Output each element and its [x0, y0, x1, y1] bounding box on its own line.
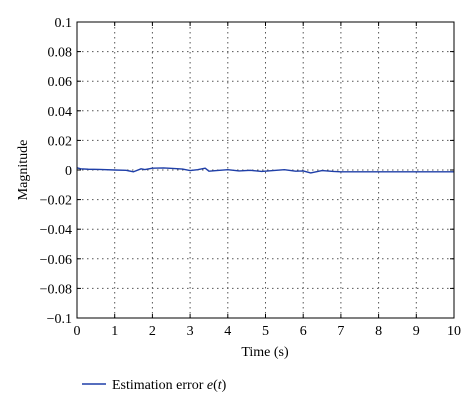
y-tick-label: −0.08: [40, 282, 72, 297]
y-tick-labels: 0.1 0.08 0.06 0.04 0.02 0 −0.02 −0.04 −0.06 −0.08…: [40, 16, 72, 327]
y-tick-label: −0.1: [47, 312, 72, 327]
x-tick-label: 5: [262, 324, 269, 339]
series-layer: [76, 167, 454, 174]
y-tick-label: 0.08: [48, 46, 73, 61]
y-tick-label: 0.04: [48, 105, 73, 120]
series-line-estimation-error: [76, 167, 454, 174]
y-axis-title: Magnitude: [16, 140, 31, 201]
y-tick-label: −0.04: [40, 223, 72, 238]
y-tick-label: 0.06: [48, 75, 73, 90]
y-tick-label: −0.06: [40, 253, 72, 268]
legend-label: Estimation error e(t): [112, 378, 227, 393]
x-tick-label: 4: [224, 324, 231, 339]
y-tick-label: −0.02: [40, 194, 72, 209]
x-tick-labels: 0 1 2 3 4 5 6 7 8 9 10: [74, 324, 462, 339]
x-tick-label: 7: [337, 324, 344, 339]
x-tick-label: 1: [111, 324, 118, 339]
x-tick-label: 8: [375, 324, 382, 339]
x-tick-label: 10: [447, 324, 461, 339]
plot-border: [76, 21, 455, 319]
x-tick-label: 9: [413, 324, 420, 339]
y-tick-label: 0.02: [48, 134, 73, 149]
x-axis-title: Time (s): [241, 345, 289, 360]
x-tick-label: 2: [149, 324, 156, 339]
x-tick-label: 6: [300, 324, 307, 339]
x-tick-label: 0: [74, 324, 81, 339]
y-tick-label: 0: [65, 164, 72, 179]
legend: Estimation error e(t): [82, 378, 227, 393]
y-tick-label: 0.1: [55, 16, 73, 31]
x-tick-label: 3: [187, 324, 194, 339]
